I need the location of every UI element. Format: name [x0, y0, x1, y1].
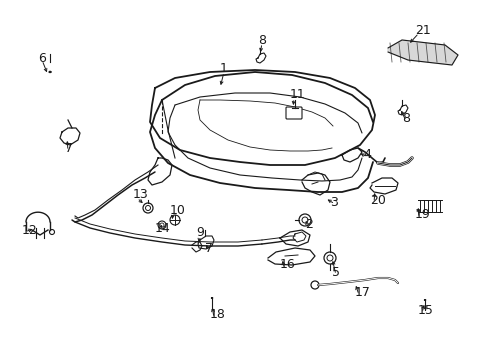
Text: 4: 4 — [362, 148, 370, 162]
Text: 1: 1 — [220, 62, 227, 75]
Text: 2: 2 — [305, 219, 312, 231]
Text: 15: 15 — [417, 303, 433, 316]
Text: 18: 18 — [209, 309, 225, 321]
Text: 7: 7 — [204, 242, 213, 255]
Text: 14: 14 — [155, 221, 170, 234]
Text: 11: 11 — [289, 89, 305, 102]
Text: 17: 17 — [354, 285, 370, 298]
Text: 10: 10 — [170, 203, 185, 216]
Text: 19: 19 — [414, 208, 430, 221]
Text: 16: 16 — [280, 258, 295, 271]
FancyBboxPatch shape — [285, 107, 302, 119]
Text: 8: 8 — [258, 33, 265, 46]
Text: 8: 8 — [401, 112, 409, 125]
Polygon shape — [387, 40, 457, 65]
Circle shape — [49, 230, 54, 234]
Text: 20: 20 — [369, 194, 385, 207]
Text: 12: 12 — [22, 224, 38, 237]
Text: 7: 7 — [65, 141, 73, 154]
Text: 6: 6 — [38, 51, 46, 64]
Text: 5: 5 — [331, 266, 339, 279]
Circle shape — [158, 221, 165, 229]
Text: 21: 21 — [414, 23, 430, 36]
Circle shape — [145, 206, 150, 211]
Circle shape — [160, 223, 163, 227]
Circle shape — [324, 252, 335, 264]
Text: 3: 3 — [329, 195, 337, 208]
Circle shape — [302, 217, 307, 223]
Circle shape — [298, 214, 310, 226]
Circle shape — [170, 215, 180, 225]
Circle shape — [310, 281, 318, 289]
Text: 9: 9 — [196, 226, 203, 239]
Circle shape — [326, 255, 332, 261]
Text: 13: 13 — [133, 189, 148, 202]
Circle shape — [142, 203, 153, 213]
